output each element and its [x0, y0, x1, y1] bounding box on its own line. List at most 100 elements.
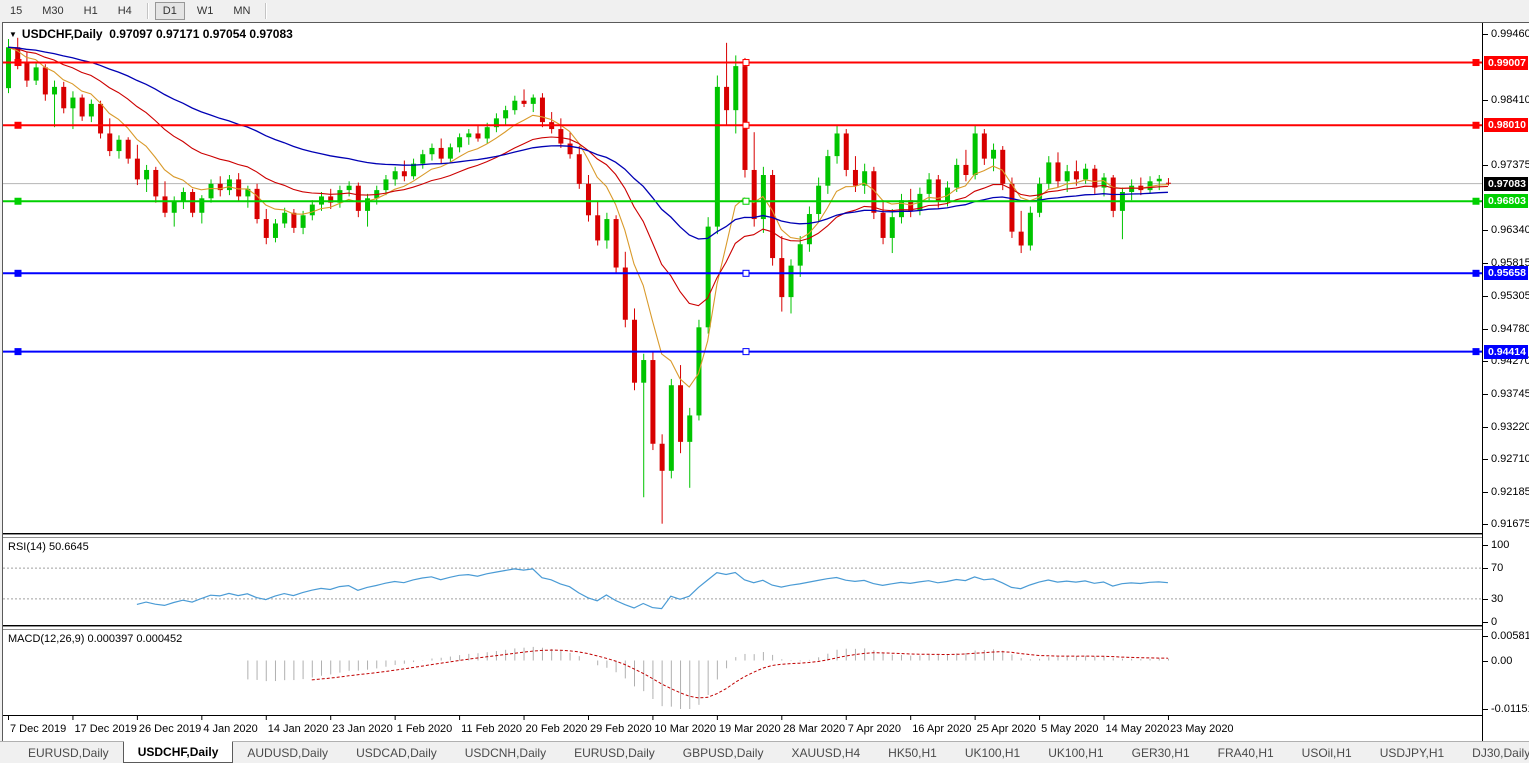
rsi-line: [136, 568, 1169, 610]
candle-body: [1018, 231, 1024, 246]
line-drag-handle[interactable]: [742, 269, 750, 277]
candle-body: [401, 171, 407, 177]
line-drag-handle[interactable]: [742, 348, 750, 356]
chart-tab-audusd-daily[interactable]: AUDUSD,Daily: [247, 745, 329, 760]
timeframe-button-mn[interactable]: MN: [233, 5, 251, 17]
time-axis-label: 29 Feb 2020: [590, 723, 652, 735]
time-axis-label: 20 Feb 2020: [526, 723, 588, 735]
candle-body: [79, 97, 85, 117]
timeframe-button-d1[interactable]: D1: [154, 2, 185, 20]
price-axis-label: 0.94780: [1483, 322, 1529, 336]
timeframe-button-m30[interactable]: M30: [42, 5, 64, 17]
candle-body: [641, 360, 647, 383]
candle-body: [125, 139, 131, 159]
line-drag-handle[interactable]: [1472, 269, 1480, 277]
price-badge: 0.99007: [1484, 55, 1528, 70]
candle-body: [797, 244, 803, 266]
time-axis-label: 1 Feb 2020: [397, 723, 453, 735]
timeframe-button-15[interactable]: 15: [10, 5, 23, 17]
macd-axis-label: -0.011514: [1483, 702, 1529, 716]
candle-body: [107, 133, 113, 152]
time-axis-label: 26 Dec 2019: [139, 723, 201, 735]
price-axis-label: 0.95305: [1483, 289, 1529, 303]
line-drag-handle[interactable]: [14, 197, 22, 205]
line-drag-handle[interactable]: [742, 197, 750, 205]
chart-tab-hk50-h1[interactable]: HK50,H1: [888, 745, 937, 760]
price-axis-label: 0.92710: [1483, 452, 1529, 466]
main-price-pane[interactable]: ▼ USDCHF,Daily 0.97097 0.97171 0.97054 0.…: [3, 23, 1482, 534]
line-drag-handle[interactable]: [742, 121, 750, 129]
line-drag-handle[interactable]: [1472, 59, 1480, 67]
time-axis-label: 16 Apr 2020: [912, 723, 971, 735]
chart-tab-usdcnh-daily[interactable]: USDCNH,Daily: [464, 745, 547, 760]
time-axis-label: 10 Mar 2020: [654, 723, 716, 735]
candle-body: [447, 147, 453, 159]
line-drag-handle[interactable]: [14, 59, 22, 67]
pane-splitter[interactable]: [3, 534, 1482, 538]
price-axis-label: 0.97375: [1483, 158, 1529, 172]
chart-tab-dj30-daily[interactable]: DJ30,Daily: [1472, 745, 1529, 760]
candle-body: [898, 200, 904, 218]
line-drag-handle[interactable]: [1472, 121, 1480, 129]
chart-tab-usdjpy-h1[interactable]: USDJPY,H1: [1379, 745, 1445, 760]
time-axis[interactable]: 7 Dec 2019 17 Dec 2019 26 Dec 2019 4 Jan 20…: [3, 716, 1482, 741]
price-axis[interactable]: 0.99460 0.98410 0.97375 0.96340 0.95815 0.953…: [1482, 23, 1529, 741]
line-drag-handle[interactable]: [14, 269, 22, 277]
chart-tab-eurusd-daily[interactable]: EURUSD,Daily: [28, 745, 109, 760]
chart-tab-ger30-h1[interactable]: GER30,H1: [1131, 745, 1190, 760]
timeframe-toolbar: 15 M30 H1 H4 D1 W1 MN: [0, 0, 1529, 22]
line-drag-handle[interactable]: [14, 348, 22, 356]
macd-pane[interactable]: MACD(12,26,9) 0.000397 0.000452: [3, 630, 1482, 716]
chart-tab-usdchf-daily[interactable]: USDCHF,Daily: [122, 741, 234, 763]
macd-axis-label: 0.00: [1483, 654, 1512, 668]
candle-body: [153, 169, 159, 197]
line-drag-handle[interactable]: [1472, 197, 1480, 205]
candle-body: [457, 137, 463, 148]
candle-body: [963, 164, 969, 176]
candle-body: [291, 212, 297, 228]
candle-body: [383, 179, 389, 191]
candle-body: [217, 183, 223, 191]
chart-tab-xauusd-h4[interactable]: XAUUSD,H4: [791, 745, 861, 760]
candle-body: [834, 133, 840, 157]
candle-body: [862, 171, 868, 186]
line-drag-handle[interactable]: [14, 121, 22, 129]
timeframe-button-h1[interactable]: H1: [83, 5, 98, 17]
timeframe-button-w1[interactable]: W1: [196, 5, 214, 17]
candle-body: [659, 443, 665, 471]
candle-body: [678, 385, 684, 442]
candle-body: [991, 149, 997, 159]
chart-tab-fra40-h1[interactable]: FRA40,H1: [1217, 745, 1274, 760]
chart-tab-gbpusd-daily[interactable]: GBPUSD,Daily: [682, 745, 764, 760]
candle-body: [788, 265, 794, 298]
candle-body: [1156, 178, 1162, 182]
candle-body: [751, 169, 757, 220]
candle-body: [116, 139, 122, 152]
time-axis-label: 23 Jan 2020: [332, 723, 393, 735]
chart-tab-uk100-h1[interactable]: UK100,H1: [964, 745, 1021, 760]
rsi-chart-canvas[interactable]: [3, 538, 1482, 625]
candle-body: [337, 190, 343, 203]
time-axis-label: 17 Dec 2019: [74, 723, 136, 735]
pane-splitter[interactable]: [3, 626, 1482, 630]
line-drag-handle[interactable]: [742, 59, 750, 67]
window-menu-icon[interactable]: ▼: [9, 30, 17, 39]
time-axis-label: 19 Mar 2020: [719, 723, 781, 735]
chart-tab-eurusd-daily[interactable]: EURUSD,Daily: [574, 745, 655, 760]
price-axis-label: 0.93745: [1483, 387, 1529, 401]
rsi-pane[interactable]: RSI(14) 50.6645: [3, 538, 1482, 626]
chart-tab-usoil-h1[interactable]: USOil,H1: [1301, 745, 1352, 760]
candle-body: [1083, 168, 1089, 180]
chart-tab-uk100-h1[interactable]: UK100,H1: [1048, 745, 1104, 760]
macd-chart-canvas[interactable]: [3, 630, 1482, 715]
candle-body: [613, 219, 619, 268]
time-axis-label: 14 Jan 2020: [268, 723, 329, 735]
candle-body: [852, 169, 858, 186]
timeframe-button-h4[interactable]: H4: [117, 5, 132, 17]
rsi-axis-label: 100: [1483, 538, 1509, 552]
candle-body: [806, 214, 812, 245]
chart-tab-usdcad-daily[interactable]: USDCAD,Daily: [356, 745, 437, 760]
candle-body: [972, 133, 978, 176]
candlestick-chart-canvas[interactable]: [3, 23, 1482, 533]
line-drag-handle[interactable]: [1472, 348, 1480, 356]
